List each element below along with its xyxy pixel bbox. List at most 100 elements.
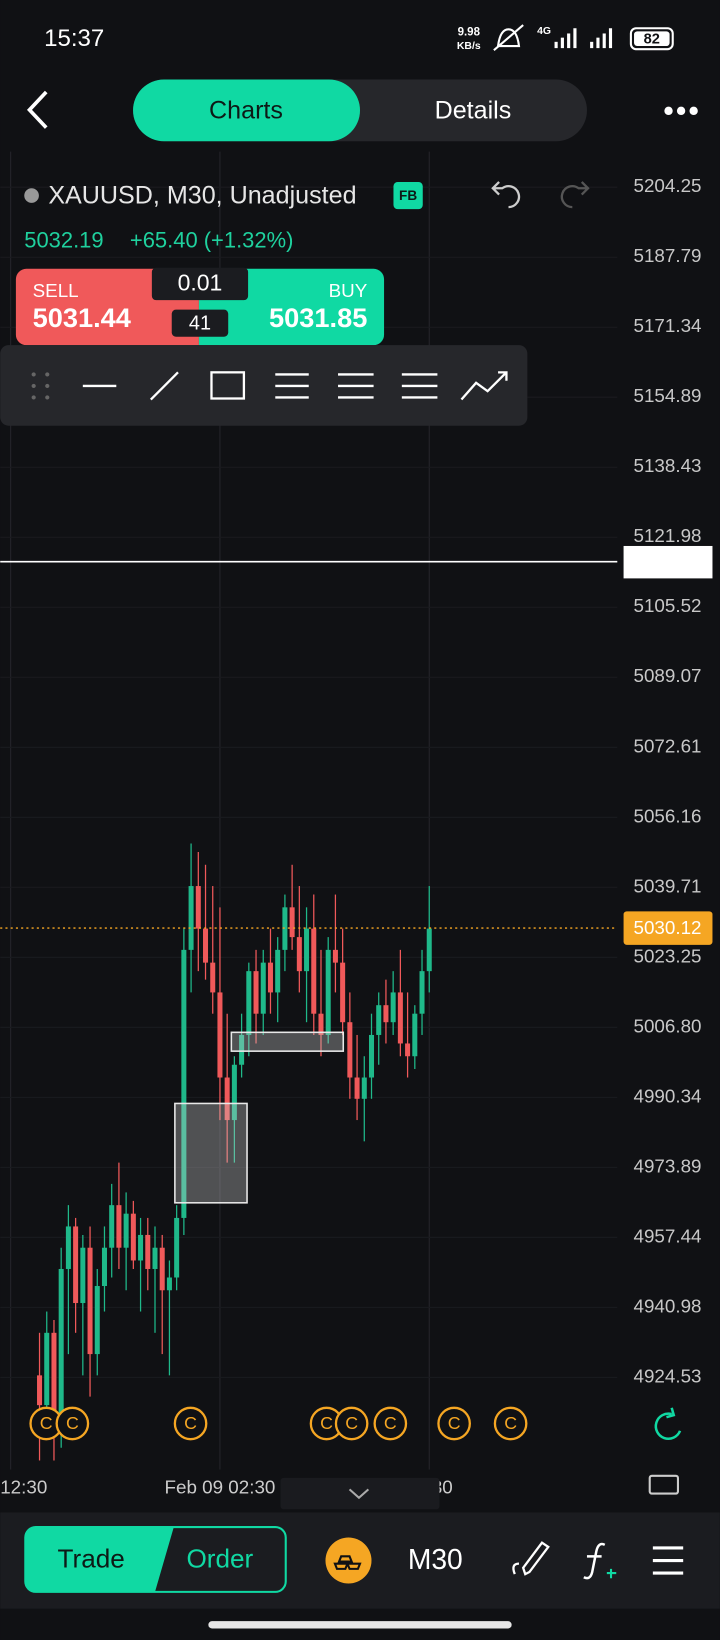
- candle-body: [188, 886, 194, 950]
- tab-active[interactable]: [133, 79, 360, 142]
- y-tick-label: 5138.43: [633, 455, 701, 476]
- battery-icon: [629, 27, 674, 51]
- battery-percent: 82: [644, 32, 660, 48]
- candle-body: [174, 1217, 180, 1278]
- candle-body: [361, 1077, 367, 1099]
- candle-body: [419, 971, 425, 1014]
- candle-body: [145, 1234, 151, 1269]
- candle-body: [80, 1247, 86, 1304]
- candle-body: [65, 1226, 71, 1269]
- order-button[interactable]: Order: [186, 1543, 253, 1573]
- y-tick-label: 4957.44: [633, 1225, 701, 1246]
- sell-price[interactable]: 5031.44: [33, 302, 131, 333]
- y-tick-label: 5154.89: [633, 385, 701, 406]
- candle-body: [130, 1213, 136, 1261]
- candle-body: [152, 1247, 158, 1269]
- lot-input[interactable]: [151, 267, 249, 301]
- x-tick-label: 06 12:30: [0, 1476, 47, 1497]
- last-price-label: 5030.12: [633, 917, 701, 938]
- candle-body: [318, 1013, 324, 1035]
- event-marker-label: C: [184, 1413, 197, 1433]
- candle-body: [390, 992, 396, 1023]
- timeframe-button[interactable]: M30: [408, 1543, 463, 1575]
- tab-details[interactable]: Details: [435, 97, 512, 125]
- event-marker-label: C: [345, 1413, 358, 1433]
- y-tick-label: 5039.71: [633, 875, 701, 896]
- candle-body: [58, 1268, 64, 1431]
- candle-body: [94, 1286, 100, 1355]
- candle-body: [159, 1247, 165, 1291]
- network-type: 4G: [537, 26, 551, 37]
- event-marker-label: C: [320, 1413, 333, 1433]
- y-tick-label: 5023.25: [633, 945, 701, 966]
- symbol-name: XAUUSD, M30, Unadjusted: [48, 181, 356, 209]
- trade-toggle-active[interactable]: [25, 1527, 174, 1592]
- candle-body: [267, 962, 273, 993]
- candle-body: [101, 1247, 107, 1287]
- candle-body: [73, 1226, 79, 1304]
- candle-body: [51, 1332, 57, 1431]
- event-marker-label: C: [40, 1413, 53, 1433]
- candle-body: [181, 949, 187, 1218]
- menu-button[interactable]: [652, 1546, 684, 1575]
- candle-body: [123, 1213, 129, 1248]
- badge: [393, 181, 423, 210]
- candle-body: [304, 928, 310, 972]
- rectangle-drawing: [174, 1102, 248, 1204]
- candle-body: [87, 1247, 93, 1355]
- net-speed: 9.98: [458, 26, 481, 38]
- back-button[interactable]: [26, 90, 48, 129]
- candle-body: [116, 1205, 122, 1248]
- tool-path[interactable]: [460, 371, 508, 401]
- candle-body: [217, 992, 223, 1078]
- buy-label[interactable]: BUY: [329, 280, 368, 301]
- candle-body: [210, 962, 216, 993]
- y-tick-label: 5204.25: [633, 175, 701, 196]
- candle-body: [296, 937, 302, 972]
- undo-button[interactable]: [491, 181, 521, 209]
- status-time: 15:37: [44, 25, 104, 52]
- tab-charts[interactable]: Charts: [209, 97, 283, 125]
- tool-rectangle[interactable]: [210, 371, 246, 400]
- y-tick-label: 5089.07: [633, 665, 701, 686]
- candle-body: [203, 928, 209, 963]
- fullscreen-button[interactable]: [648, 1474, 680, 1495]
- collapse-handle[interactable]: [280, 1477, 440, 1510]
- y-tick-label: 4990.34: [633, 1085, 701, 1106]
- toolbar-handle[interactable]: [31, 372, 50, 400]
- x-tick-label: Feb 09 02:30: [165, 1476, 276, 1497]
- reset-chart-button[interactable]: [654, 1407, 682, 1440]
- event-marker: [173, 1406, 208, 1441]
- buy-price[interactable]: 5031.85: [269, 302, 367, 333]
- collapse-arrow[interactable]: [348, 1488, 370, 1500]
- tool-pitchfork[interactable]: [401, 373, 438, 399]
- indicator-plus: [606, 1568, 617, 1579]
- event-marker: [437, 1406, 471, 1441]
- y-tick-label: 4940.98: [633, 1295, 701, 1316]
- indicator-button[interactable]: [583, 1542, 606, 1580]
- y-tick-label: 4973.89: [633, 1155, 701, 1176]
- candle-body: [44, 1332, 50, 1406]
- y-tick-label: 5187.79: [633, 245, 701, 266]
- candle-body: [138, 1234, 144, 1261]
- candle-body: [166, 1277, 172, 1291]
- candle-body: [224, 1077, 230, 1121]
- candle-body: [246, 971, 252, 1035]
- tool-channel[interactable]: [275, 373, 309, 399]
- draw-button[interactable]: [512, 1541, 550, 1576]
- trade-button[interactable]: Trade: [58, 1543, 125, 1573]
- spread-box: [171, 309, 229, 337]
- sell-label[interactable]: SELL: [33, 280, 79, 301]
- lot-size[interactable]: 0.01: [178, 270, 223, 296]
- tool-trend-line[interactable]: [150, 371, 179, 401]
- drawing-toolbar: [0, 345, 528, 426]
- candle-body: [325, 949, 331, 1035]
- more-button[interactable]: [664, 106, 698, 116]
- line-price-tag: [623, 545, 713, 579]
- candle-body: [260, 962, 266, 1014]
- event-marker-label: C: [384, 1413, 397, 1433]
- tool-fib[interactable]: [338, 373, 374, 399]
- redo-button[interactable]: [560, 181, 590, 209]
